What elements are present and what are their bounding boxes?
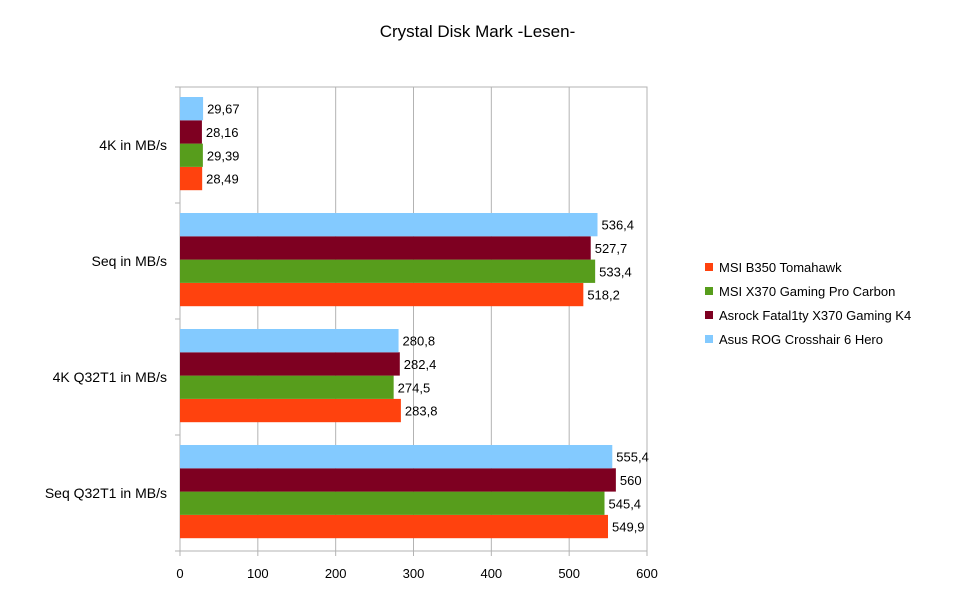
x-tick-label: 100 [247, 566, 269, 581]
bar [180, 468, 616, 492]
x-tick-label: 300 [403, 566, 425, 581]
data-label: 533,4 [599, 264, 632, 279]
bar [180, 375, 394, 399]
x-tick-label: 400 [480, 566, 502, 581]
data-label: 536,4 [601, 218, 634, 233]
legend-label: MSI X370 Gaming Pro Carbon [719, 284, 895, 299]
bar [180, 259, 596, 283]
x-tick-label: 0 [176, 566, 183, 581]
bar [180, 97, 204, 121]
legend-swatch [705, 335, 713, 343]
data-label: 518,2 [587, 288, 620, 303]
bar [180, 282, 584, 307]
x-tick-label: 600 [636, 566, 658, 581]
bar [180, 143, 203, 167]
data-label: 527,7 [595, 241, 628, 256]
bar [180, 166, 203, 191]
bar [180, 213, 598, 237]
legend-label: Asrock Fatal1ty X370 Gaming K4 [719, 308, 911, 323]
legend-label: Asus ROG Crosshair 6 Hero [719, 332, 883, 347]
data-label: 28,49 [206, 172, 239, 187]
bar [180, 491, 605, 515]
data-label: 28,16 [206, 125, 239, 140]
data-label: 545,4 [609, 496, 642, 511]
category-label: 4K in MB/s [99, 137, 167, 153]
data-label: 560 [620, 473, 642, 488]
legend-swatch [705, 311, 713, 319]
data-label: 549,9 [612, 520, 645, 535]
legend-swatch [705, 263, 713, 271]
data-label: 283,8 [405, 404, 438, 419]
bar [180, 120, 202, 144]
bar [180, 329, 399, 353]
bar [180, 236, 591, 260]
x-tick-label: 200 [325, 566, 347, 581]
category-label: Seq Q32T1 in MB/s [45, 485, 167, 501]
category-label: 4K Q32T1 in MB/s [53, 369, 167, 385]
legend-swatch [705, 287, 713, 295]
data-label: 29,67 [207, 102, 240, 117]
bar [180, 514, 609, 539]
data-label: 555,4 [616, 450, 649, 465]
legend-label: MSI B350 Tomahawk [719, 260, 842, 275]
bar [180, 398, 401, 423]
data-label: 280,8 [403, 334, 436, 349]
chart-title: Crystal Disk Mark -Lesen- [379, 22, 576, 41]
data-label: 29,39 [207, 148, 240, 163]
data-label: 282,4 [404, 357, 437, 372]
category-label: Seq in MB/s [92, 253, 167, 269]
bar [180, 445, 613, 469]
bar [180, 352, 400, 376]
data-label: 274,5 [398, 380, 431, 395]
x-tick-label: 500 [558, 566, 580, 581]
